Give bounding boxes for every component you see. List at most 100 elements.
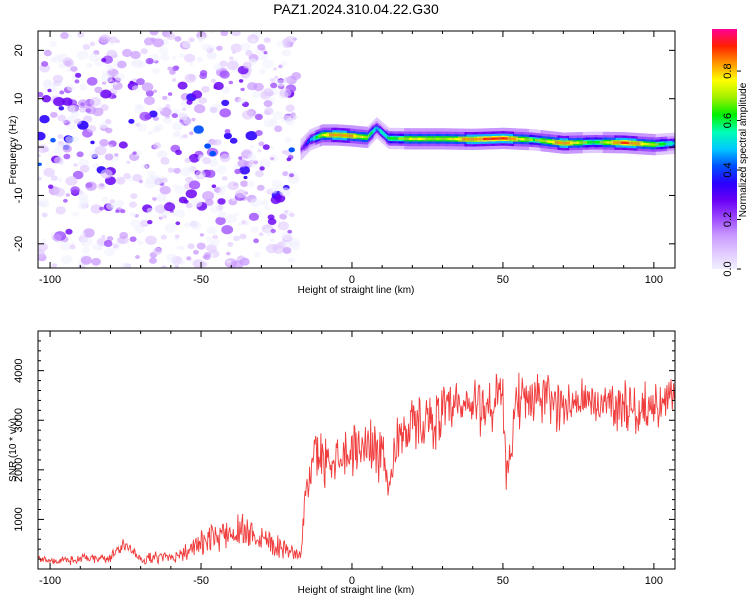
heatmap-cell [599,141,602,144]
heatmap-cell [38,153,41,158]
heatmap-cell [589,141,591,144]
heatmap-cell [287,257,295,264]
heatmap-cell [484,137,486,141]
heatmap-cell [590,141,592,144]
heatmap-cell [352,134,354,138]
heatmap-cell [86,63,93,68]
heatmap-cell [606,141,608,144]
heatmap-cell [396,137,399,140]
heatmap-cell [499,137,501,140]
heatmap-cell [160,53,170,61]
heatmap-cell [252,90,262,99]
heatmap-cell [264,205,271,211]
x-tick-label: -50 [193,274,209,286]
heatmap-cell [336,133,338,137]
heatmap-cell [394,137,397,140]
heatmap-cell [451,137,454,141]
heatmap-cell [547,140,550,143]
heatmap-cell [80,232,86,237]
heatmap-cell [189,62,194,66]
heatmap-cell [204,143,212,149]
heatmap-cell [199,72,208,80]
heatmap-cell [244,220,250,226]
heatmap-cell [187,166,194,172]
heatmap-cell [249,145,255,149]
heatmap-cell [270,82,278,89]
heatmap-cell [53,147,63,155]
heatmap-cell [458,137,460,141]
heatmap-cell [273,67,277,71]
heatmap-cell [132,151,137,155]
colorbar-tick-label: 0.0 [722,261,734,276]
heatmap-cell [184,53,196,63]
heatmap-cell [263,37,271,43]
heatmap-cell [257,149,262,153]
heatmap-cell [253,238,259,244]
heatmap-cell [620,141,623,144]
heatmap-cell [217,210,227,218]
heatmap-cell [211,184,217,188]
heatmap-cell [56,143,64,150]
heatmap-cell [145,90,154,97]
heatmap-cell [488,137,491,140]
heatmap-cell [467,138,469,141]
heatmap-cell [527,138,530,141]
heatmap-cell [673,142,675,145]
heatmap-cell [270,78,275,82]
heatmap-cell [662,142,664,146]
heatmap-cell [178,259,185,265]
heatmap-cell [328,133,330,137]
heatmap-cell [172,212,177,217]
heatmap-cell [439,137,441,141]
heatmap-cell [158,216,163,220]
heatmap-cell [319,134,322,137]
heatmap-cell [581,141,584,144]
heatmap-cell [360,135,363,138]
heatmap-cell [220,31,229,37]
heatmap-cell [179,53,185,58]
heatmap-cell [300,148,302,151]
heatmap-cell [81,247,90,254]
heatmap-cell [276,41,283,47]
heatmap-cell [363,135,365,139]
heatmap-cell [75,72,82,78]
heatmap-cell [139,111,151,121]
heatmap-cell [279,88,292,98]
heatmap-cell [340,134,343,137]
colorbar: 0.0 0.2 0.4 0.6 0.8 Normalized spectral ampl… [712,29,749,277]
heatmap-cell [98,34,111,44]
heatmap-cell [152,116,159,121]
heatmap-cell [612,141,614,144]
heatmap-cell [281,150,287,155]
heatmap-cell [173,167,181,174]
heatmap-cell [229,56,234,60]
heatmap-cell [209,150,217,157]
y-tick-label: -20 [13,236,25,252]
heatmap-cell [160,157,170,165]
heatmap-cell [208,241,214,245]
heatmap-cell [357,135,360,138]
heatmap-cell [323,133,326,137]
heatmap-cell [636,142,639,145]
heatmap-cell [185,189,197,199]
heatmap-cell [652,143,654,146]
heatmap-cell [541,139,543,142]
heatmap-cell [622,141,625,144]
heatmap-cell [65,228,73,235]
heatmap-cell [62,97,73,106]
heatmap-cell [216,104,221,108]
heatmap-cell [577,141,579,144]
heatmap-cell [414,137,417,141]
heatmap-cell [445,137,447,141]
heatmap-cell [671,142,673,145]
heatmap-cell [332,133,334,137]
x-tick-label: 0 [349,274,355,286]
heatmap-cell [144,37,154,46]
heatmap-cell [134,150,143,157]
heatmap-cell [522,138,524,141]
colorbar-label: Normalized spectral amplitude [738,82,749,217]
heatmap-cell [38,91,44,98]
heatmap-cell [123,173,131,179]
y-tick-label: -10 [13,187,25,203]
heatmap-cell [345,134,347,137]
